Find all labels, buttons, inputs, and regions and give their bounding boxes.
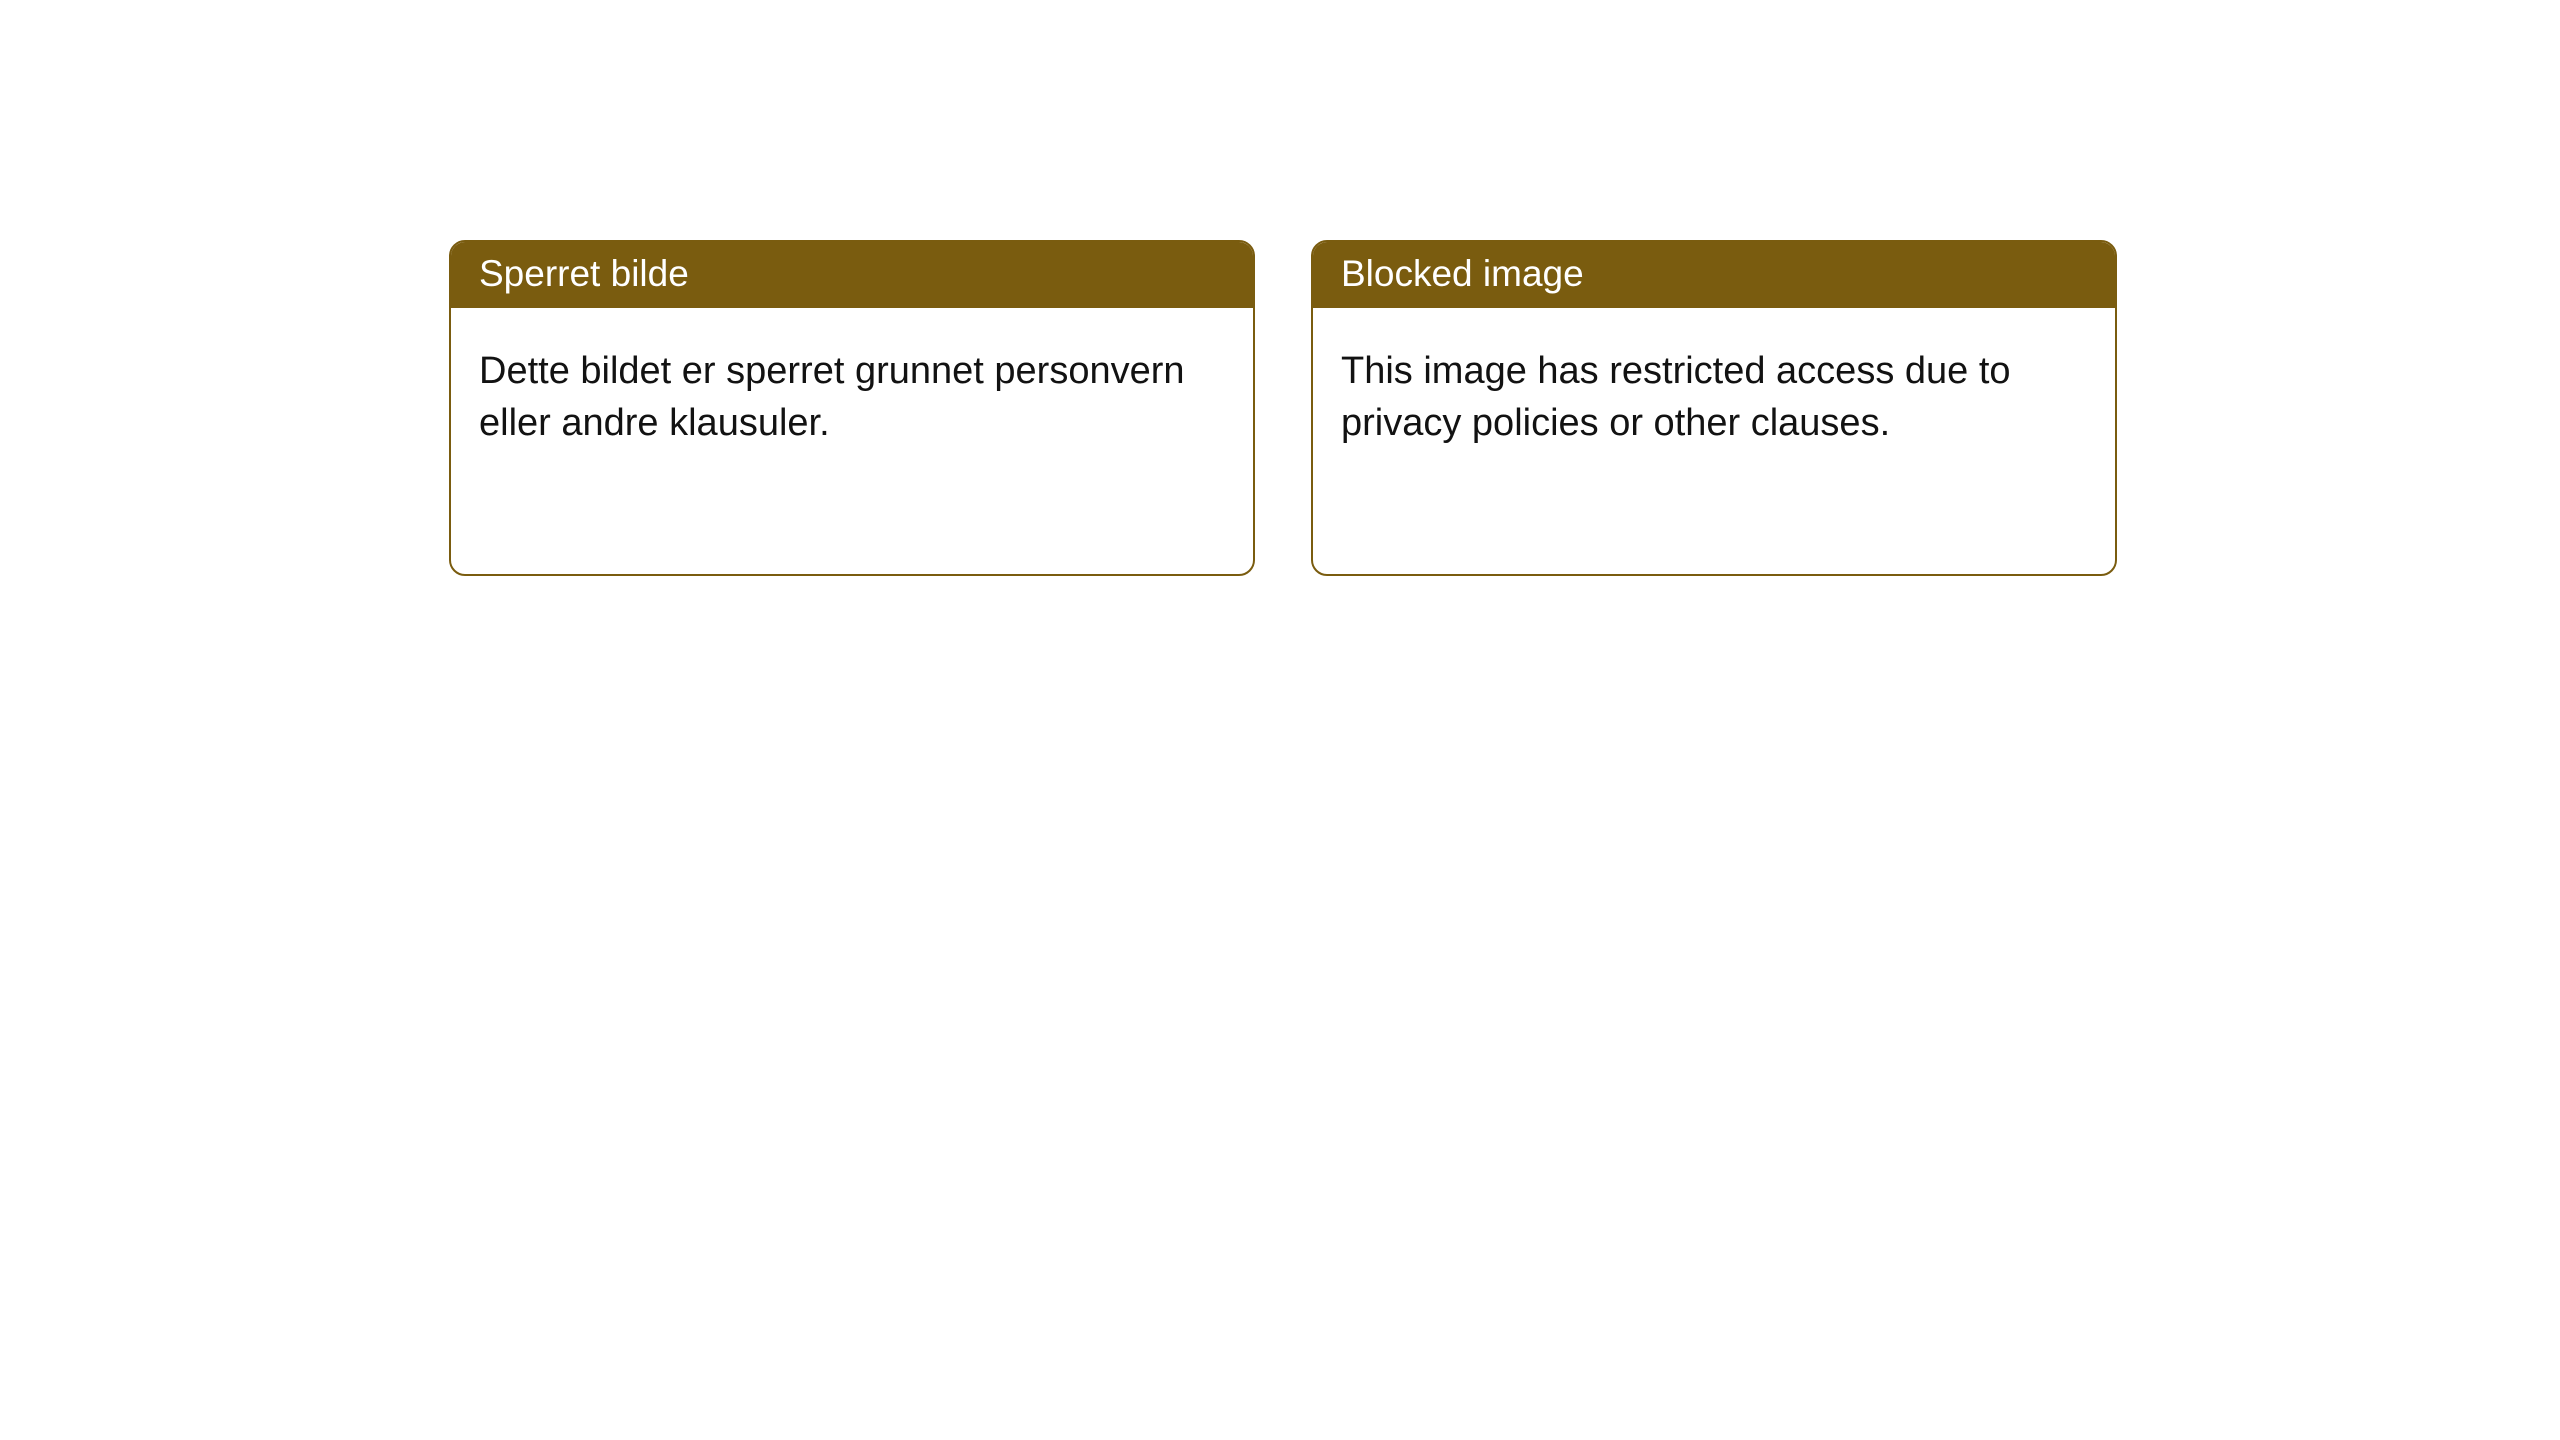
card-header: Blocked image — [1313, 242, 2115, 308]
card-body-text: This image has restricted access due to … — [1341, 350, 2011, 443]
card-body-text: Dette bildet er sperret grunnet personve… — [479, 350, 1185, 443]
notice-container: Sperret bilde Dette bildet er sperret gr… — [0, 0, 2560, 576]
blocked-image-card-en: Blocked image This image has restricted … — [1311, 240, 2117, 576]
card-title: Blocked image — [1341, 253, 1584, 294]
card-title: Sperret bilde — [479, 253, 689, 294]
card-body: This image has restricted access due to … — [1313, 308, 2115, 477]
card-body: Dette bildet er sperret grunnet personve… — [451, 308, 1253, 477]
blocked-image-card-no: Sperret bilde Dette bildet er sperret gr… — [449, 240, 1255, 576]
card-header: Sperret bilde — [451, 242, 1253, 308]
